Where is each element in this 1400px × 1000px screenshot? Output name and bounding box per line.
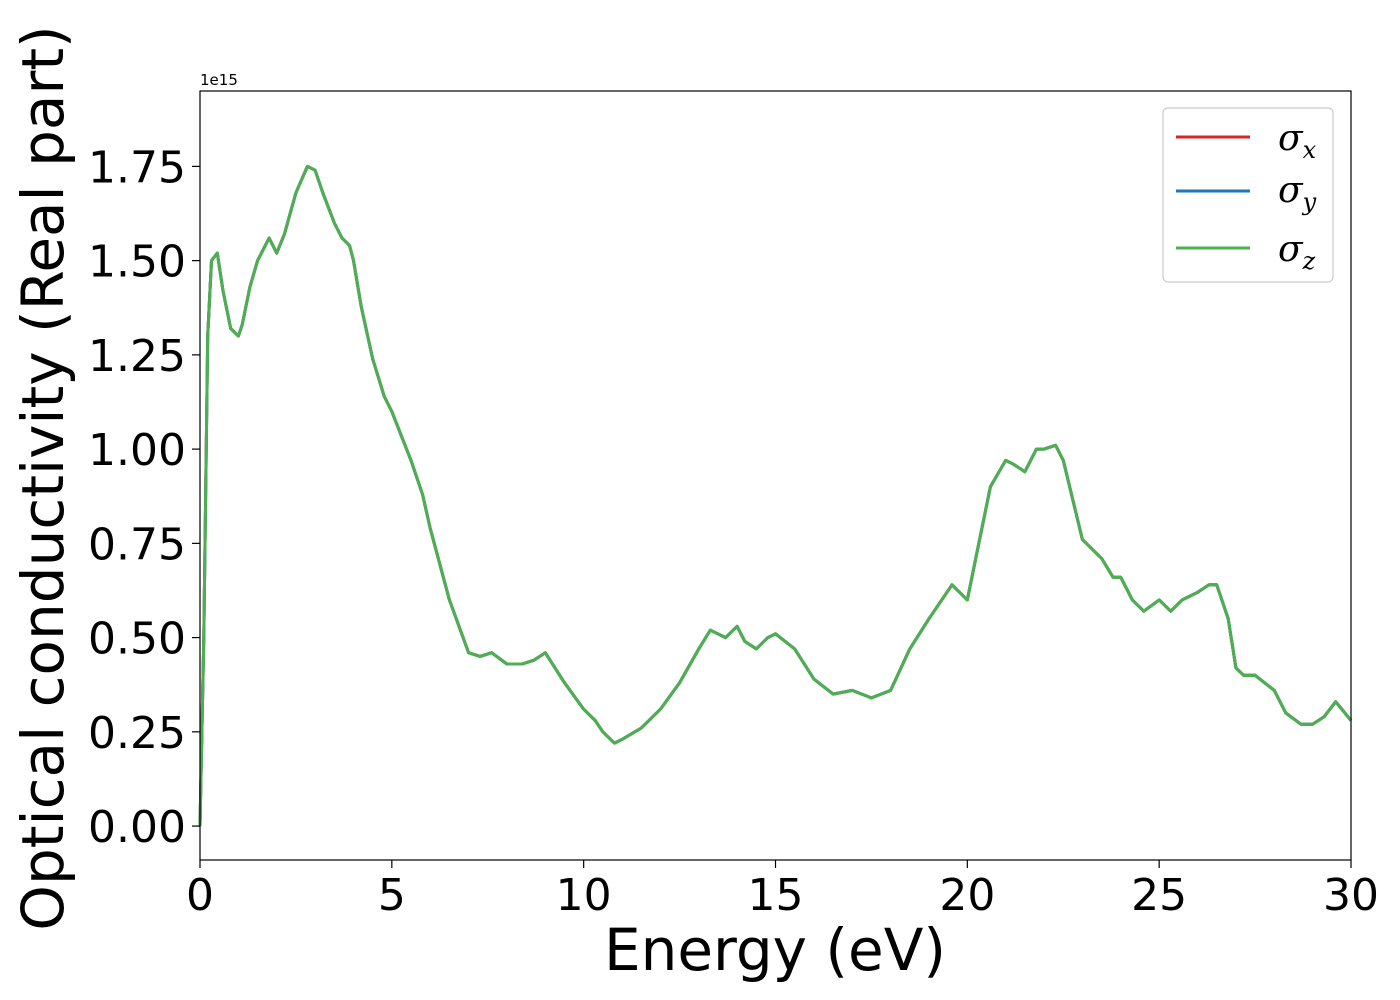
y-tick-label: 1.50 (88, 237, 186, 288)
x-tick-label: 30 (1323, 870, 1379, 921)
y-offset-label: 1e15 (200, 71, 238, 89)
x-tick-label: 25 (1131, 870, 1187, 921)
y-tick-label: 1.00 (88, 425, 186, 476)
x-tick-label: 10 (556, 870, 612, 921)
y-tick-label: 0.75 (88, 519, 186, 570)
y-tick-label: 1.25 (88, 331, 186, 382)
y-tick-label: 0.25 (88, 708, 186, 759)
x-tick-label: 20 (939, 870, 995, 921)
y-tick-label: 0.50 (88, 614, 186, 665)
legend: σx σy σz (1162, 107, 1334, 283)
y-axis-label: Optical conductivity (Real part) (9, 25, 77, 930)
series-lines (198, 164, 1353, 827)
legend-box (1162, 107, 1334, 283)
y-tick-label: 1.75 (88, 142, 186, 193)
x-tick-label: 5 (378, 870, 406, 921)
x-tick-label: 15 (748, 870, 804, 921)
series-line-sigma-z (198, 164, 1353, 827)
x-tick-label: 0 (186, 870, 214, 921)
x-axis-ticks: 0 5 10 15 20 25 30 (186, 860, 1379, 921)
y-axis-ticks: 0.00 0.25 0.50 0.75 1.00 1.25 1.50 1.75 (88, 142, 200, 853)
x-axis-label: Energy (eV) (604, 916, 946, 984)
y-tick-label: 0.00 (88, 802, 186, 853)
